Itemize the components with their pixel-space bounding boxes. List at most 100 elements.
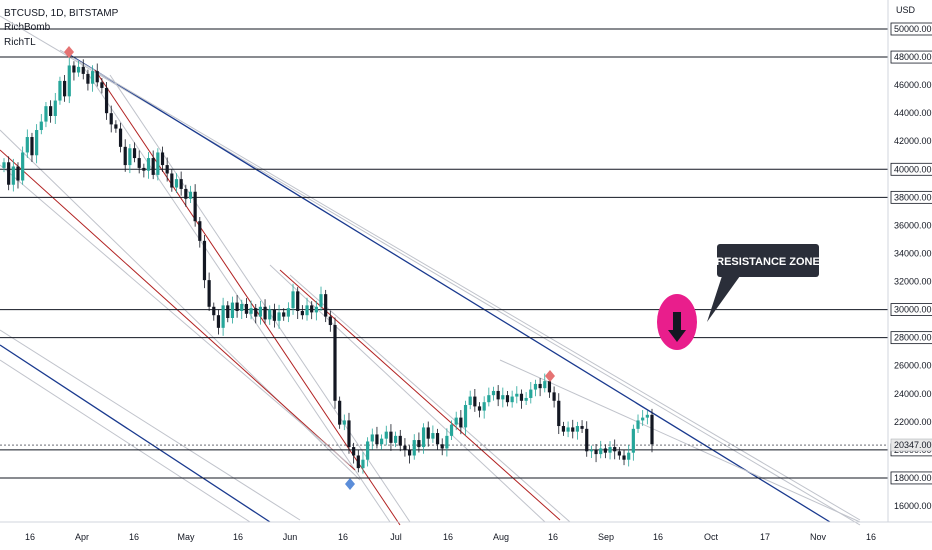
candle-body-48 (226, 305, 230, 319)
candle-body-66 (310, 305, 314, 313)
candle-body-99 (463, 404, 468, 428)
callout-label: RESISTANCE ZONE (716, 256, 820, 268)
time-tick-3: May (177, 532, 195, 542)
candle-body-32 (151, 158, 155, 175)
candle-body-88 (412, 440, 416, 456)
candle-body-71 (333, 325, 337, 401)
candle-body-38 (179, 179, 183, 189)
candle-body-37 (174, 179, 179, 188)
candle-body-54 (254, 308, 258, 317)
candle-body-138 (645, 414, 649, 418)
candle-body-51 (240, 303, 244, 311)
level-box-50000.00 (890, 22, 932, 36)
time-tick-14: 17 (760, 532, 770, 542)
candle-body-19 (90, 71, 95, 84)
candle-body-133 (622, 455, 626, 460)
candle-body-120 (561, 426, 566, 432)
candle-body-91 (426, 427, 430, 439)
symbol-title: BTCUSD, 1D, BITSTAMP (4, 8, 119, 19)
candle-body-6 (30, 137, 34, 156)
candle-body-110 (515, 393, 519, 397)
candle-body-125 (585, 428, 589, 452)
candle-body-33 (156, 152, 160, 175)
candle-body-45 (212, 306, 216, 316)
candle-body-128 (599, 448, 603, 455)
level-box-48000.00 (890, 50, 932, 64)
candle-body-131 (613, 447, 617, 452)
candle-body-44 (207, 280, 211, 307)
time-tick-15: Nov (810, 532, 827, 542)
candle-body-124 (580, 426, 584, 429)
currency-label: USD (896, 5, 916, 15)
candle-body-27 (128, 148, 132, 166)
candle-body-13 (63, 80, 67, 97)
candle-body-5 (25, 137, 29, 153)
candle-body-137 (641, 417, 645, 421)
candle-body-135 (631, 428, 635, 453)
candle-body-94 (440, 444, 444, 449)
last-price-label: 20347.00 (894, 440, 932, 450)
candle-body-87 (407, 449, 412, 456)
candle-body-134 (627, 452, 631, 460)
candle-body-139 (650, 414, 654, 445)
channel-line-10 (0, 329, 301, 521)
candle-body-49 (230, 302, 235, 319)
candle-body-72 (338, 400, 342, 425)
candle-body-127 (594, 449, 598, 455)
candle-body-136 (636, 420, 640, 429)
last-price-box (890, 438, 932, 452)
candle-body-57 (268, 309, 272, 320)
candle-body-39 (184, 188, 188, 199)
candle-body-28 (132, 148, 137, 159)
candle-body-78 (366, 441, 370, 460)
candle-body-102 (477, 406, 482, 411)
price-tick-34000.00: 34000.00 (894, 248, 932, 258)
callout-pointer (707, 276, 740, 322)
candle-body-7 (35, 130, 39, 156)
candle-body-101 (473, 396, 477, 407)
channel-line-3 (94, 69, 401, 526)
candle-body-115 (538, 383, 542, 389)
candle-body-103 (482, 402, 486, 411)
indicator-richtl: RichTL (4, 37, 36, 48)
candle-body-31 (146, 158, 151, 171)
candle-body-22 (104, 87, 109, 114)
candle-body-95 (445, 435, 449, 449)
candle-body-76 (356, 455, 360, 469)
candle-body-67 (314, 306, 318, 313)
candle-body-107 (501, 395, 505, 400)
candle-body-123 (575, 426, 580, 432)
channel-line-14 (289, 274, 571, 523)
candle-body-15 (72, 65, 76, 73)
callout-box (717, 244, 819, 277)
buy-marker-jun (345, 478, 355, 490)
channel-line-2 (59, 49, 861, 521)
candle-body-80 (375, 434, 379, 445)
candle-body-93 (435, 433, 440, 445)
candle-body-53 (249, 308, 253, 314)
price-tick-42000.00: 42000.00 (894, 136, 932, 146)
candle-body-58 (272, 309, 276, 321)
candle-body-117 (547, 381, 552, 393)
time-tick-4: 16 (233, 532, 243, 542)
candle-body-108 (505, 395, 510, 403)
candle-body-8 (39, 121, 43, 131)
time-tick-13: Oct (704, 532, 719, 542)
candle-body-59 (277, 312, 281, 321)
level-box-40000.00 (890, 162, 932, 176)
candle-body-65 (305, 305, 309, 316)
candle-body-105 (491, 390, 496, 396)
time-tick-8: 16 (443, 532, 453, 542)
price-tick-44000.00: 44000.00 (894, 108, 932, 118)
candle-body-90 (421, 427, 426, 448)
candle-body-62 (291, 291, 295, 309)
candle-body-83 (389, 431, 393, 443)
price-tick-48000.00: 48000.00 (894, 52, 932, 62)
channel-line-4 (79, 61, 391, 523)
candle-body-25 (118, 128, 123, 147)
candle-body-79 (370, 434, 374, 442)
candle-body-24 (114, 124, 118, 129)
sell-marker-apr (64, 46, 74, 58)
